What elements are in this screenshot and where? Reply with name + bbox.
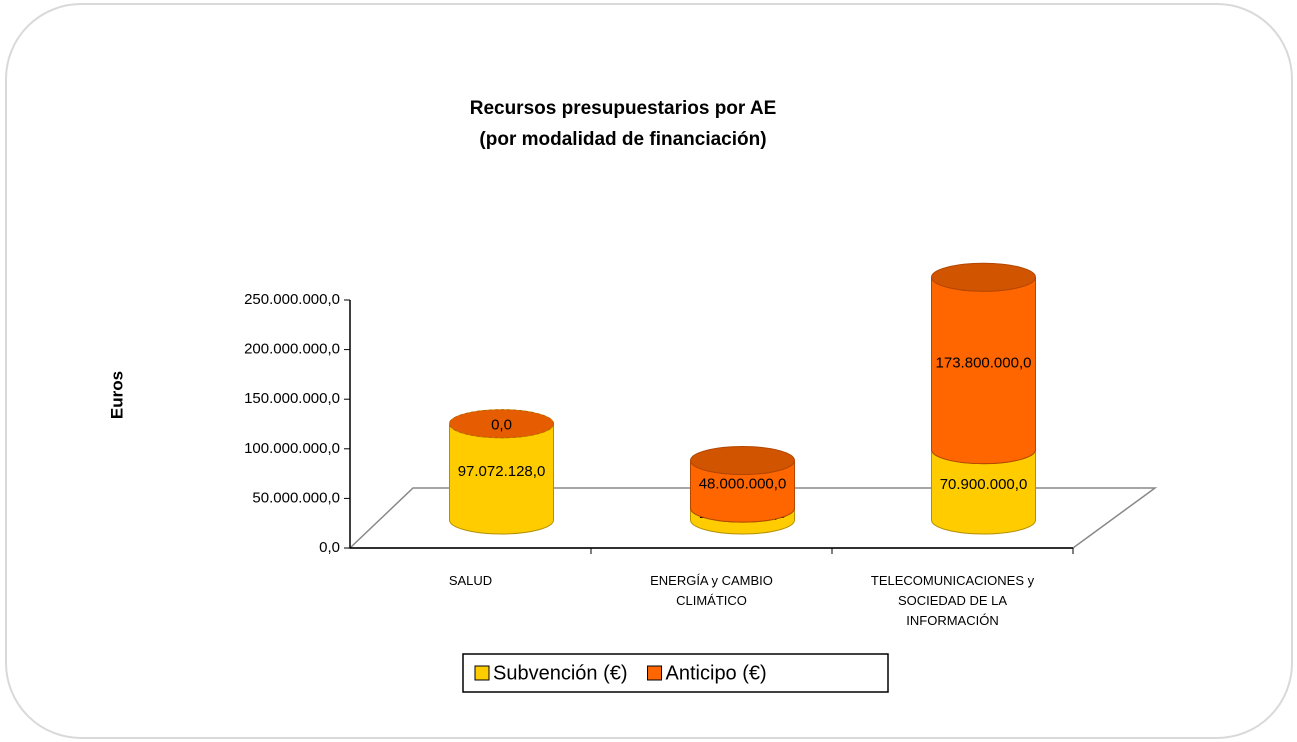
x-tick-label: SALUD xyxy=(449,573,492,588)
y-axis-label: Euros xyxy=(107,371,126,419)
x-tick-label-line: CLIMÁTICO xyxy=(676,593,747,608)
cylinder-top xyxy=(931,262,1036,292)
x-tick-label: ENERGÍA y CAMBIO CLIMÁTICO xyxy=(650,573,773,608)
y-tick-label: 0,0 xyxy=(319,539,340,556)
cylinder-segment xyxy=(449,409,554,439)
chart-subtitle: (por modalidad de financiación) xyxy=(479,129,766,150)
y-tick-label: 50.000.000,0 xyxy=(252,489,340,506)
x-tick-label-line: ENERGÍA y CAMBIO xyxy=(650,573,773,588)
x-tick-label-line: TELECOMUNICACIONES y xyxy=(871,573,1035,588)
cylinder-segment xyxy=(690,445,795,523)
value-label: 48.000.000,0 xyxy=(699,475,787,492)
legend-label: Subvención (€) xyxy=(493,662,628,684)
value-label: 0,0 xyxy=(491,417,512,434)
x-tick-label-line: SOCIEDAD DE LA xyxy=(898,593,1007,608)
cylinder-top xyxy=(690,445,795,475)
cylinder-segment xyxy=(931,262,1036,465)
bar xyxy=(449,409,554,439)
y-tick-label: 200.000.000,0 xyxy=(244,341,340,358)
chart-title: Recursos presupuestarios por AE xyxy=(470,98,777,119)
y-tick-label: 150.000.000,0 xyxy=(244,390,340,407)
x-tick-label: TELECOMUNICACIONES y SOCIEDAD DE LA INFORM… xyxy=(871,573,1035,628)
x-tick-label-line: INFORMACIÓN xyxy=(906,613,998,628)
legend-label: Anticipo (€) xyxy=(666,662,767,684)
y-tick-label: 100.000.000,0 xyxy=(244,440,340,457)
value-label: 173.800.000,0 xyxy=(936,354,1032,371)
legend-swatch xyxy=(474,665,490,681)
x-tick-label-line: SALUD xyxy=(449,573,492,588)
value-label: 70.900.000,0 xyxy=(940,476,1028,493)
legend-box xyxy=(462,653,889,693)
y-tick-label: 250.000.000,0 xyxy=(244,291,340,308)
legend-swatch xyxy=(647,665,663,681)
value-label: 97.072.128,0 xyxy=(458,463,546,480)
chart-frame xyxy=(5,3,1293,739)
